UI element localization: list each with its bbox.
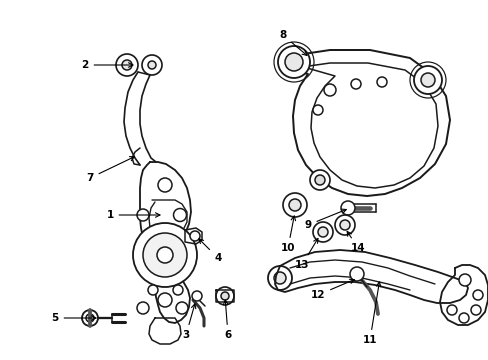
Circle shape xyxy=(142,55,162,75)
Circle shape xyxy=(317,227,327,237)
Text: 7: 7 xyxy=(86,157,134,183)
Circle shape xyxy=(283,193,306,217)
Circle shape xyxy=(340,201,354,215)
Text: 4: 4 xyxy=(199,239,221,263)
Circle shape xyxy=(148,61,156,69)
Circle shape xyxy=(116,54,138,76)
Circle shape xyxy=(157,247,173,263)
Circle shape xyxy=(413,66,441,94)
Circle shape xyxy=(312,222,332,242)
Circle shape xyxy=(173,208,186,221)
Text: 3: 3 xyxy=(182,304,195,340)
Circle shape xyxy=(350,79,360,89)
Circle shape xyxy=(137,209,149,221)
Polygon shape xyxy=(439,265,487,325)
Circle shape xyxy=(158,178,172,192)
Circle shape xyxy=(158,293,172,307)
Circle shape xyxy=(349,267,363,281)
Circle shape xyxy=(148,285,158,295)
Circle shape xyxy=(324,84,335,96)
Polygon shape xyxy=(287,50,449,196)
Circle shape xyxy=(216,287,234,305)
Circle shape xyxy=(133,223,197,287)
Circle shape xyxy=(470,305,480,315)
Circle shape xyxy=(376,77,386,87)
Circle shape xyxy=(446,305,456,315)
Text: 11: 11 xyxy=(362,282,380,345)
Circle shape xyxy=(122,60,132,70)
Circle shape xyxy=(314,175,325,185)
Circle shape xyxy=(173,285,183,295)
Polygon shape xyxy=(140,162,191,323)
Circle shape xyxy=(190,231,200,241)
Text: 9: 9 xyxy=(304,209,346,230)
Circle shape xyxy=(176,302,187,314)
Circle shape xyxy=(334,215,354,235)
Text: 12: 12 xyxy=(310,279,354,300)
Circle shape xyxy=(339,220,349,230)
Circle shape xyxy=(285,53,303,71)
Circle shape xyxy=(267,266,291,290)
Circle shape xyxy=(221,292,228,300)
Text: 8: 8 xyxy=(279,30,306,55)
Circle shape xyxy=(309,170,329,190)
Text: 1: 1 xyxy=(106,210,160,220)
Circle shape xyxy=(288,199,301,211)
Circle shape xyxy=(472,290,482,300)
Polygon shape xyxy=(149,318,181,344)
Circle shape xyxy=(192,291,202,301)
Circle shape xyxy=(312,105,323,115)
Circle shape xyxy=(273,272,285,284)
Text: 13: 13 xyxy=(294,238,317,270)
Text: 5: 5 xyxy=(51,313,96,323)
Text: 6: 6 xyxy=(223,300,231,340)
Text: 10: 10 xyxy=(280,216,295,253)
Circle shape xyxy=(420,73,434,87)
Polygon shape xyxy=(274,250,467,303)
Text: 14: 14 xyxy=(346,231,365,253)
Circle shape xyxy=(458,274,470,286)
Circle shape xyxy=(142,233,186,277)
Circle shape xyxy=(278,46,309,78)
Text: 2: 2 xyxy=(81,60,133,70)
Circle shape xyxy=(458,313,468,323)
Polygon shape xyxy=(184,228,202,244)
Circle shape xyxy=(86,314,94,322)
Circle shape xyxy=(82,310,98,326)
Circle shape xyxy=(137,302,149,314)
